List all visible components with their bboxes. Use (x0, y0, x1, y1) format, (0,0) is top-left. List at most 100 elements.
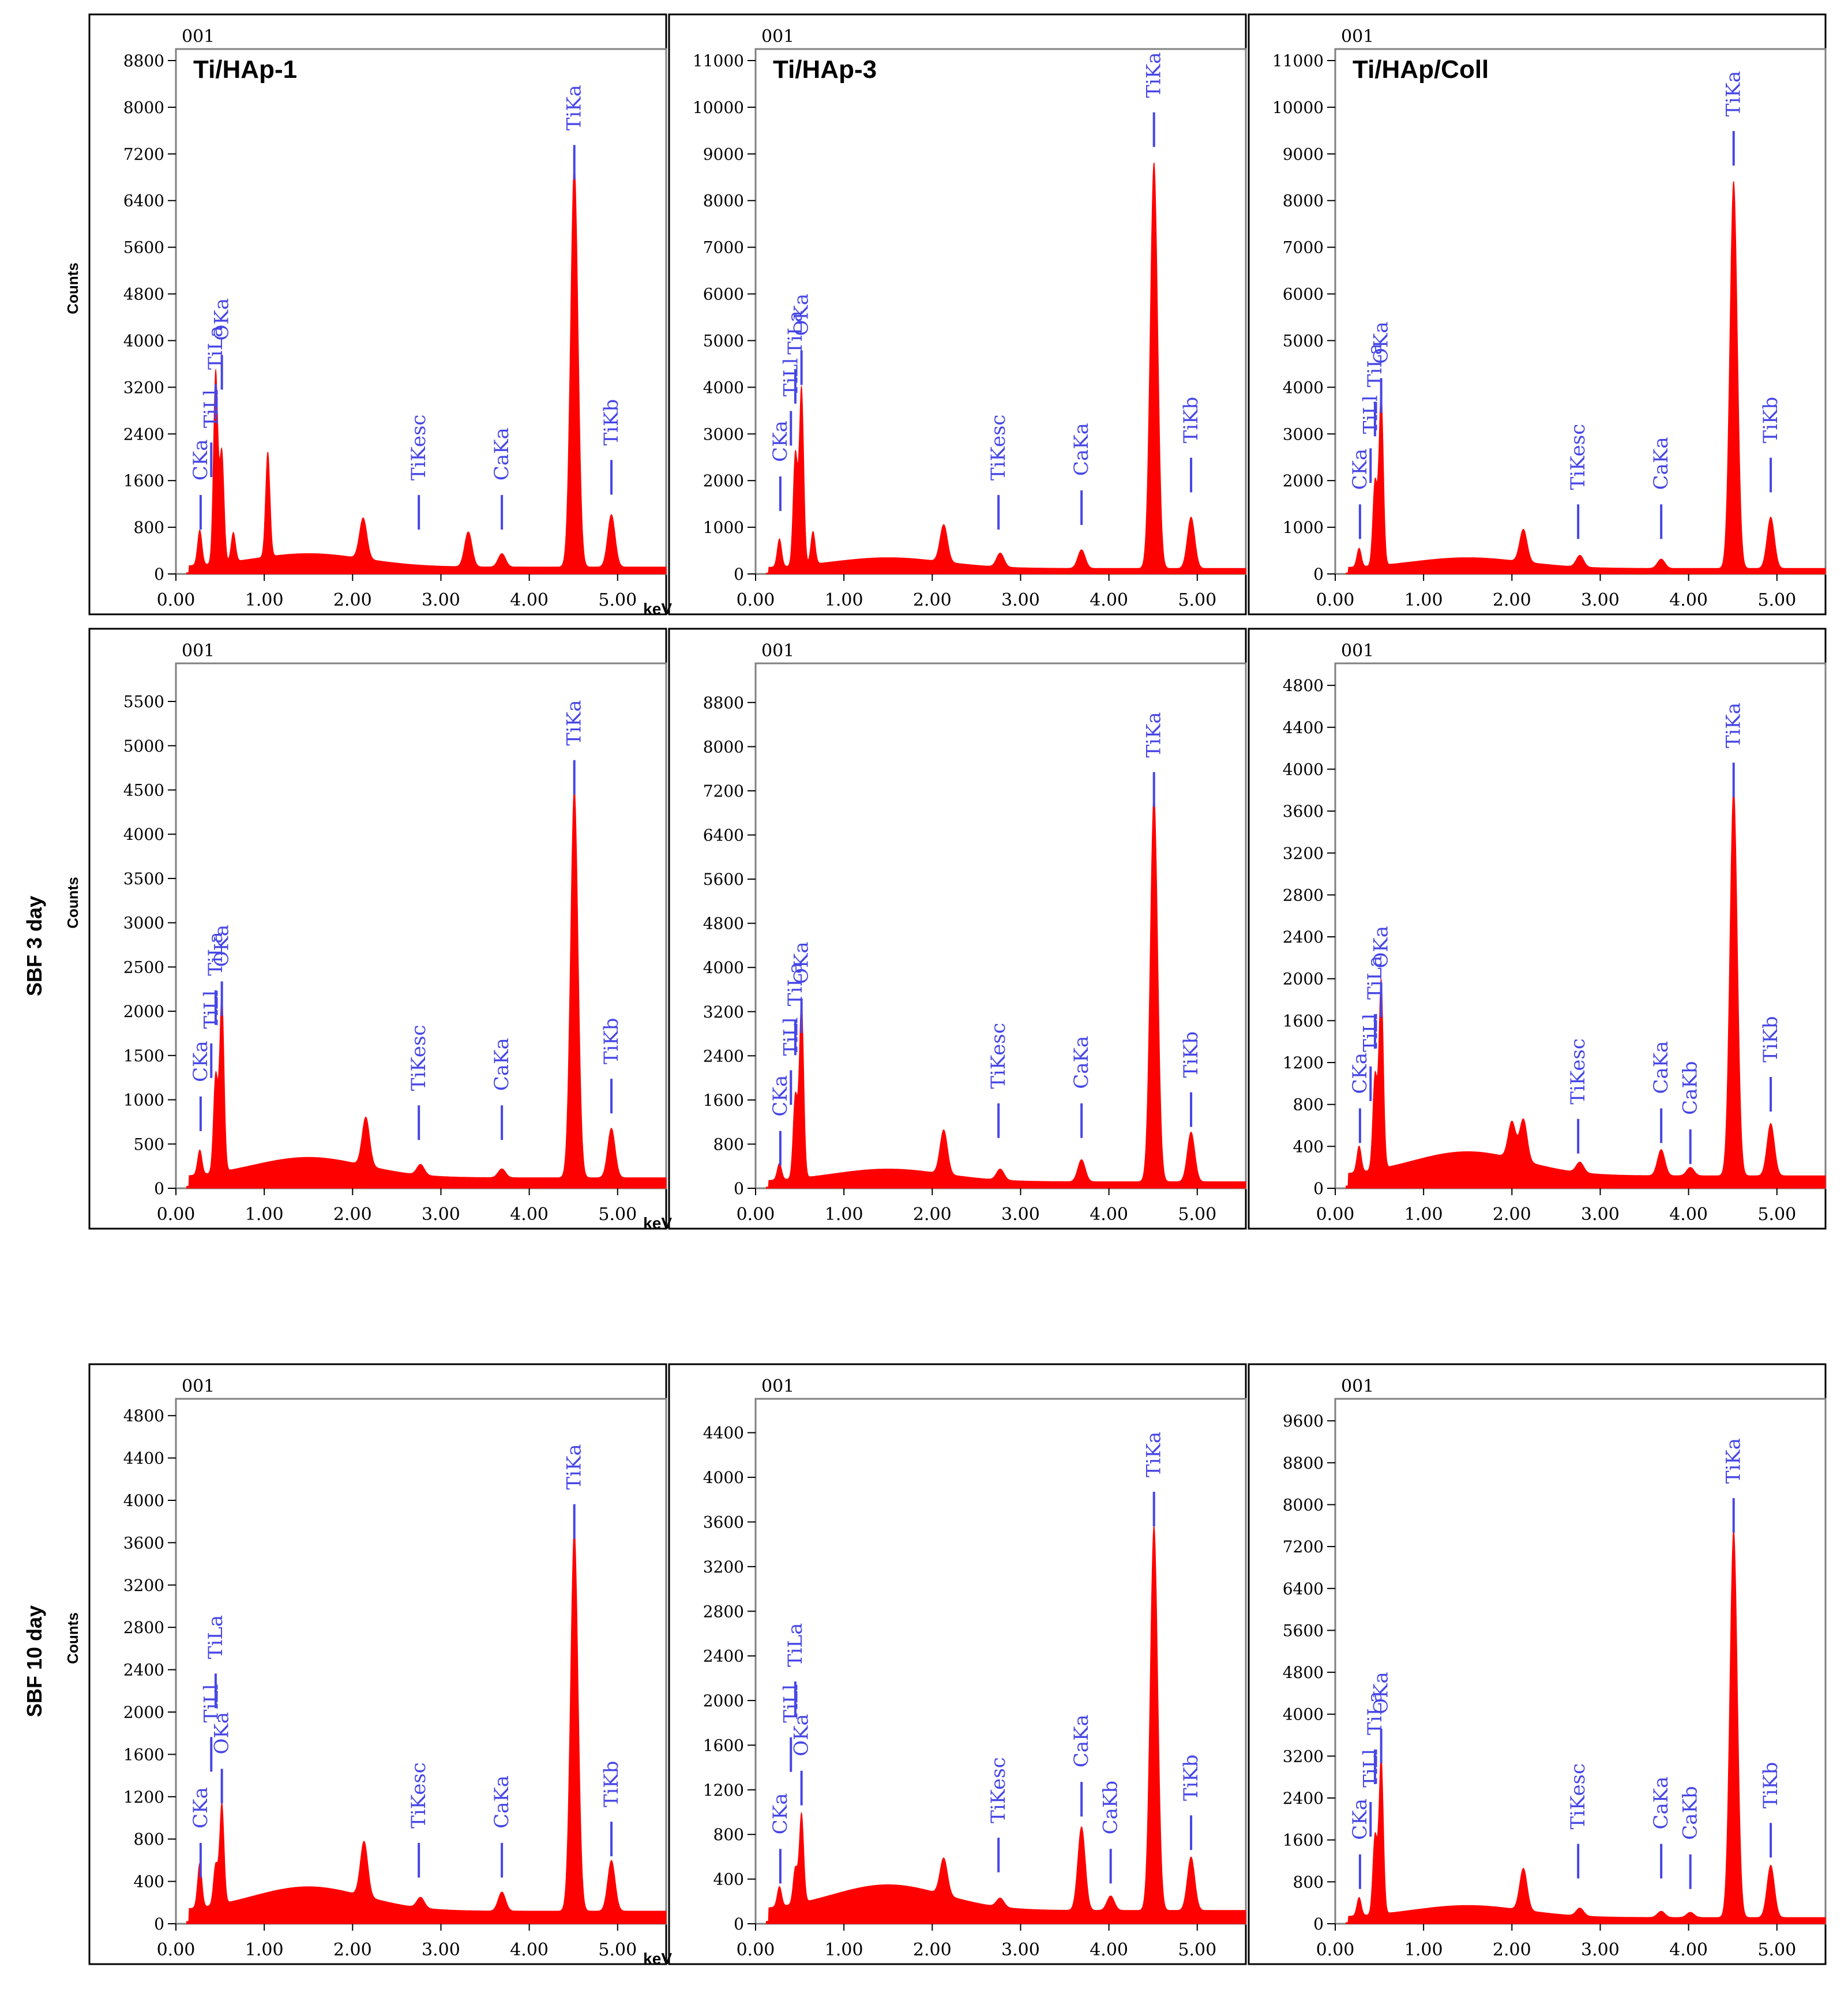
peak-label-till: TiLl (200, 1684, 223, 1722)
y-tick-label: 4500 (123, 780, 164, 799)
x-tick-label: 3.00 (422, 1940, 460, 1960)
peak-label-cka: CKa (769, 1075, 792, 1117)
y-tick-label: 6400 (1283, 1579, 1324, 1598)
x-tick-label: 4.00 (510, 1204, 549, 1225)
x-tick-label: 5.00 (1757, 590, 1796, 610)
spectra-panels: 0010800160024003200400048005600640072008… (64, 13, 1827, 1968)
y-tick-label: 2400 (123, 1661, 164, 1680)
x-tick-label: 2.00 (333, 1204, 372, 1225)
y-tick-label: 3600 (1283, 802, 1324, 821)
y-tick-label: 0 (734, 1915, 744, 1934)
peak-label-tila: TiLa (204, 1615, 227, 1659)
row-label-sbf-3-day: SBF 3 day (22, 896, 46, 996)
x-tick-label: 0.00 (737, 590, 775, 610)
peak-label-tila: TiLa (1364, 343, 1387, 387)
x-tick-label: 5.00 (1757, 1940, 1796, 1960)
peak-label-till: TiLl (779, 1684, 802, 1723)
panel-title: Ti/HAp-3 (773, 55, 877, 84)
x-axis-label: keV (643, 1950, 672, 1968)
y-tick-label: 5600 (703, 870, 744, 889)
x-tick-label: 2.00 (913, 590, 952, 610)
y-tick-label: 5000 (1283, 331, 1324, 350)
peak-label-oka: OKa (211, 298, 234, 341)
x-tick-label: 5.00 (1178, 1204, 1216, 1225)
spectrum-panel-8: 001 0 400 800 1200 1600 2000 2400 2800 3200 3600 40… (668, 1363, 1247, 1965)
peak-label-tikesc: TiKesc (1567, 1038, 1590, 1105)
plot-frame (1334, 48, 1827, 575)
spectrum-id: 001 (1341, 1376, 1374, 1397)
y-tick-label: 8000 (123, 98, 164, 117)
y-tick-label: 3200 (123, 378, 164, 397)
peak-label-tila: TiLa (784, 1623, 807, 1667)
peak-label-tikb: TiKb (1180, 1754, 1203, 1801)
y-tick-label: 2000 (1283, 471, 1324, 490)
plot-frame (1334, 662, 1827, 1189)
y-tick-label: 2800 (703, 1602, 744, 1621)
peak-label-caka: CaKa (1650, 437, 1673, 490)
peak-label-tika: TiKa (563, 85, 586, 130)
peak-label-tikesc: TiKesc (987, 1757, 1010, 1823)
y-tick-label: 0 (154, 565, 164, 584)
spectrum-area (1345, 787, 1826, 1189)
x-tick-label: 2.00 (1493, 590, 1531, 610)
peak-label-tikb: TiKb (1180, 1031, 1203, 1078)
peak-label-tika: TiKa (1722, 703, 1745, 748)
y-tick-label: 800 (713, 1135, 744, 1154)
peak-label-tikb: TiKb (1759, 397, 1782, 444)
x-tick-label: 0.00 (737, 1940, 775, 1960)
y-axis-label: Counts (64, 1612, 81, 1664)
spectrum-area (765, 162, 1246, 575)
y-tick-label: 2800 (123, 1618, 164, 1637)
y-tick-label: 11000 (693, 51, 744, 70)
spectrum-panel-4: 001 0 500 1000 1500 2000 2500 3000 3500 4000 4500 5… (64, 628, 672, 1232)
y-tick-label: 10000 (693, 98, 744, 117)
peak-label-tikesc: TiKesc (407, 415, 430, 481)
y-tick-label: 3000 (1283, 425, 1324, 444)
y-tick-label: 2800 (1283, 885, 1324, 904)
x-tick-label: 3.00 (1581, 1204, 1620, 1225)
x-tick-label: 1.00 (825, 1204, 863, 1225)
peak-label-oka: OKa (1370, 321, 1393, 364)
peak-label-cakb: CaKb (1099, 1781, 1122, 1834)
plot-frame (175, 1398, 667, 1925)
x-tick-label: 0.00 (157, 590, 196, 610)
x-tick-label: 0.00 (1316, 1940, 1355, 1960)
y-tick-label: 0 (734, 1179, 744, 1198)
peak-label-tikesc: TiKesc (407, 1762, 430, 1829)
y-tick-label: 1000 (123, 1091, 164, 1110)
y-tick-label: 4000 (703, 378, 744, 397)
peak-label-cka: CKa (189, 1041, 212, 1082)
peak-label-tikesc: TiKesc (407, 1025, 430, 1091)
peak-label-oka: OKa (211, 1712, 234, 1755)
y-tick-label: 4400 (1283, 718, 1324, 737)
x-tick-label: 5.00 (1178, 1940, 1216, 1960)
peak-label-oka: OKa (790, 941, 813, 984)
plot-frame (175, 48, 667, 575)
y-tick-label: 0 (154, 1915, 164, 1934)
y-tick-label: 1600 (1283, 1831, 1324, 1850)
x-tick-label: 4.00 (1669, 590, 1708, 610)
peak-label-tila: TiLa (204, 932, 227, 975)
spectrum-area (186, 787, 667, 1189)
peak-label-oka: OKa (1370, 926, 1393, 969)
y-tick-label: 1600 (703, 1736, 744, 1755)
x-tick-label: 0.00 (157, 1204, 196, 1225)
y-tick-label: 7000 (1283, 238, 1324, 257)
peak-label-till: TiLl (1359, 395, 1382, 434)
spectrum-id: 001 (182, 641, 215, 661)
peak-label-tika: TiKa (563, 700, 586, 746)
spectrum-area (1345, 1529, 1826, 1924)
peak-label-tikb: TiKb (600, 1018, 623, 1064)
y-tick-label: 0 (1313, 1179, 1324, 1198)
peak-label-oka: OKa (790, 1714, 813, 1756)
y-tick-label: 6400 (703, 826, 744, 845)
y-tick-label: 2400 (1283, 1789, 1324, 1808)
y-tick-label: 6400 (123, 192, 164, 211)
y-tick-label: 5600 (1283, 1621, 1324, 1640)
y-axis-label: Counts (64, 262, 81, 314)
x-tick-label: 5.00 (598, 1204, 637, 1225)
y-tick-label: 1200 (123, 1788, 164, 1807)
x-tick-label: 3.00 (422, 590, 460, 610)
y-tick-label: 1200 (703, 1781, 744, 1800)
y-tick-label: 2400 (1283, 928, 1324, 947)
